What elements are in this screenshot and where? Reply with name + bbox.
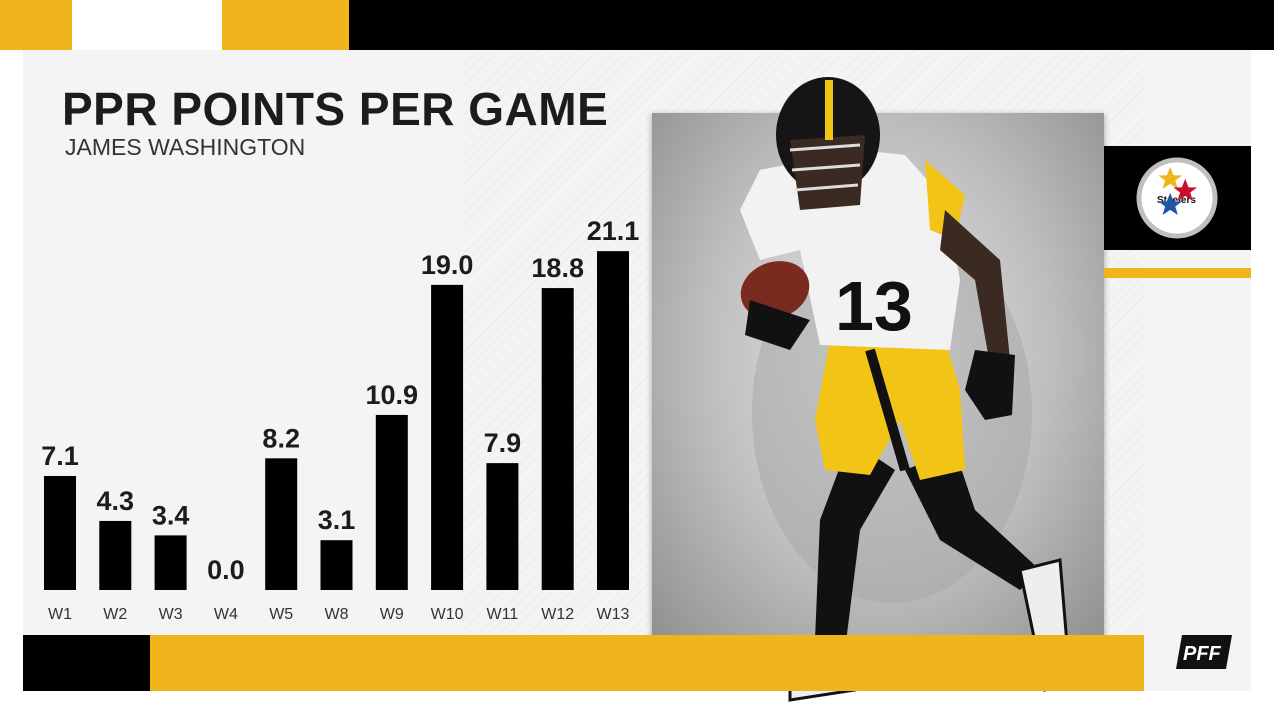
steelers-logo-icon: Steelers <box>1136 157 1218 239</box>
bar-w5 <box>265 458 298 590</box>
bar-w10 <box>431 284 464 590</box>
x-tick-label: W1 <box>48 606 72 623</box>
bar-value-label: 8.2 <box>262 423 300 453</box>
x-tick-label: W4 <box>214 606 238 623</box>
logo-accent-line <box>1104 268 1251 278</box>
pff-logo-text: PFF <box>1183 643 1222 665</box>
bar-chart: 7.1 W1 4.3 W2 3.4 W3 0.0 W4 8.2 W5 3.1 W8 10.9 W9 19.0… <box>41 216 640 623</box>
x-tick-label: W9 <box>380 606 404 623</box>
bar-w12 <box>541 288 574 590</box>
bar-w2 <box>99 520 132 590</box>
chart-title: PPR POINTS PER GAME <box>62 83 609 135</box>
bar-value-label: 21.1 <box>587 216 640 246</box>
x-tick-label: W3 <box>159 606 183 623</box>
team-logo-text: Steelers <box>1157 195 1196 206</box>
jersey-number: 13 <box>835 267 913 345</box>
x-tick-label: W5 <box>269 606 293 623</box>
bar-value-label: 10.9 <box>366 380 419 410</box>
x-tick-label: W2 <box>103 606 127 623</box>
x-tick-label: W11 <box>487 606 519 623</box>
x-tick-label: W13 <box>597 606 630 623</box>
bar-value-label: 7.1 <box>41 441 79 471</box>
bar-w13 <box>597 251 629 590</box>
team-logo-box: Steelers <box>1104 146 1251 250</box>
bar-w1 <box>44 475 76 590</box>
bar-w8 <box>320 540 353 590</box>
x-tick-label: W10 <box>431 606 464 623</box>
top-bar-black <box>349 0 1274 50</box>
bar-value-label: 3.4 <box>152 500 190 530</box>
bottom-bar-black <box>23 635 150 691</box>
x-tick-label: W12 <box>541 606 574 623</box>
bar-value-label: 4.3 <box>97 486 135 516</box>
bar-value-label: 3.1 <box>318 505 356 535</box>
bar-value-label: 19.0 <box>421 250 474 280</box>
top-bar-gold-left <box>0 0 72 50</box>
bar-w3 <box>154 535 187 590</box>
bar-w9 <box>375 414 408 590</box>
chart-subtitle: JAMES WASHINGTON <box>65 134 306 160</box>
bar-value-label: 18.8 <box>531 253 584 283</box>
x-tick-label: W8 <box>325 606 349 623</box>
bar-w11 <box>486 463 519 590</box>
bottom-bar-gold <box>150 635 1144 691</box>
pff-logo-icon: PFF <box>1176 635 1232 669</box>
top-bar-white <box>72 0 222 50</box>
top-bar-gold-mid <box>222 0 349 50</box>
bar-value-label: 0.0 <box>207 555 245 585</box>
bar-value-label: 7.9 <box>484 428 522 458</box>
